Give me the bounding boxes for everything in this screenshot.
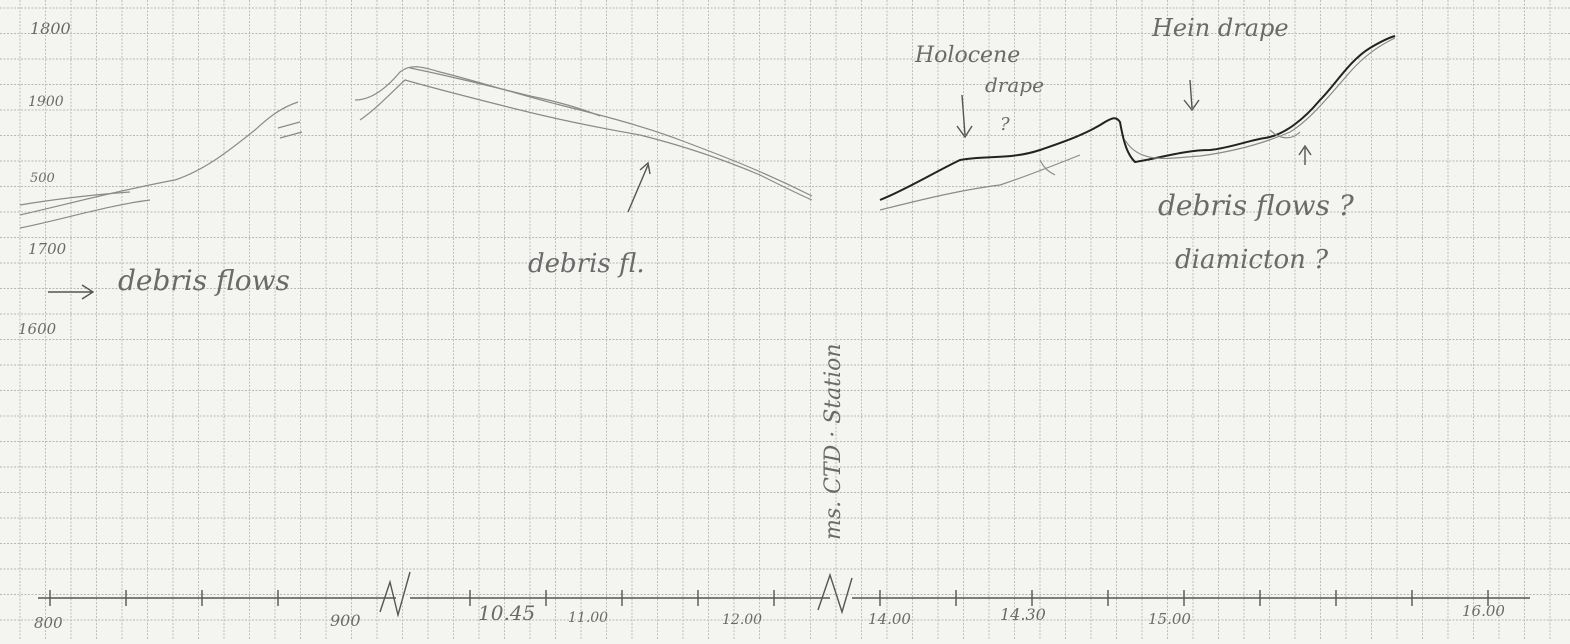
annotation-holocene: Holocene (914, 43, 1020, 68)
time-label-1200: 12.00 (722, 612, 762, 628)
arrow-up-icon (627, 161, 651, 213)
annotation-diamicton: diamicton ? (1175, 245, 1329, 275)
time-axis-break-1 (379, 571, 411, 618)
profile-segment-2-upper (409, 67, 601, 117)
arrow-up-icon (1298, 144, 1312, 165)
time-label-1500: 15.00 (1148, 610, 1191, 628)
profile-segment-3-mid (1039, 129, 1301, 176)
annotation-debris-flows-right: debris flows ? (1158, 189, 1355, 222)
depth-label-1600: 1600 (18, 320, 57, 338)
profile-segment-3-lower (879, 37, 1396, 211)
depth-label-1900: 1900 (28, 94, 64, 110)
depth-label-1700: 1700 (28, 240, 67, 258)
profile-segment-2-lower (359, 79, 813, 201)
annotation-ctd-station: ms. CTD · Station (821, 343, 846, 540)
profile-segment-1 (19, 101, 299, 216)
annotation-holocene-question: ? (1000, 114, 1010, 135)
annotation-debris-flows-left: debris flows (118, 264, 290, 297)
time-axis-break-2 (817, 572, 853, 615)
annotation-hein-drape: Hein drape (1151, 14, 1289, 42)
time-label-1600: 16.00 (1462, 602, 1505, 620)
profile-segment-2 (354, 66, 813, 197)
time-axis-ticks (49, 590, 1489, 606)
depth-label-1800: 1800 (30, 19, 71, 38)
time-label-800: 800 (34, 614, 63, 632)
time-label-900: 900 (330, 611, 361, 630)
arrow-down-icon (1183, 79, 1200, 112)
annotation-drape: drape (985, 73, 1044, 97)
arrow-right-icon (48, 284, 95, 300)
profile-segment-1-lower (19, 121, 303, 229)
time-axis (38, 571, 1530, 618)
time-label-1430: 14.30 (1000, 605, 1046, 624)
time-label-1400: 14.00 (868, 610, 911, 628)
annotation-debris-fl: debris fl. (528, 249, 645, 279)
time-label-1045: 10.45 (478, 601, 535, 625)
arrow-down-icon (956, 94, 973, 139)
time-label-1100: 11.00 (568, 610, 608, 626)
depth-label-500: 500 (30, 171, 55, 186)
profile-segment-3 (879, 35, 1396, 201)
